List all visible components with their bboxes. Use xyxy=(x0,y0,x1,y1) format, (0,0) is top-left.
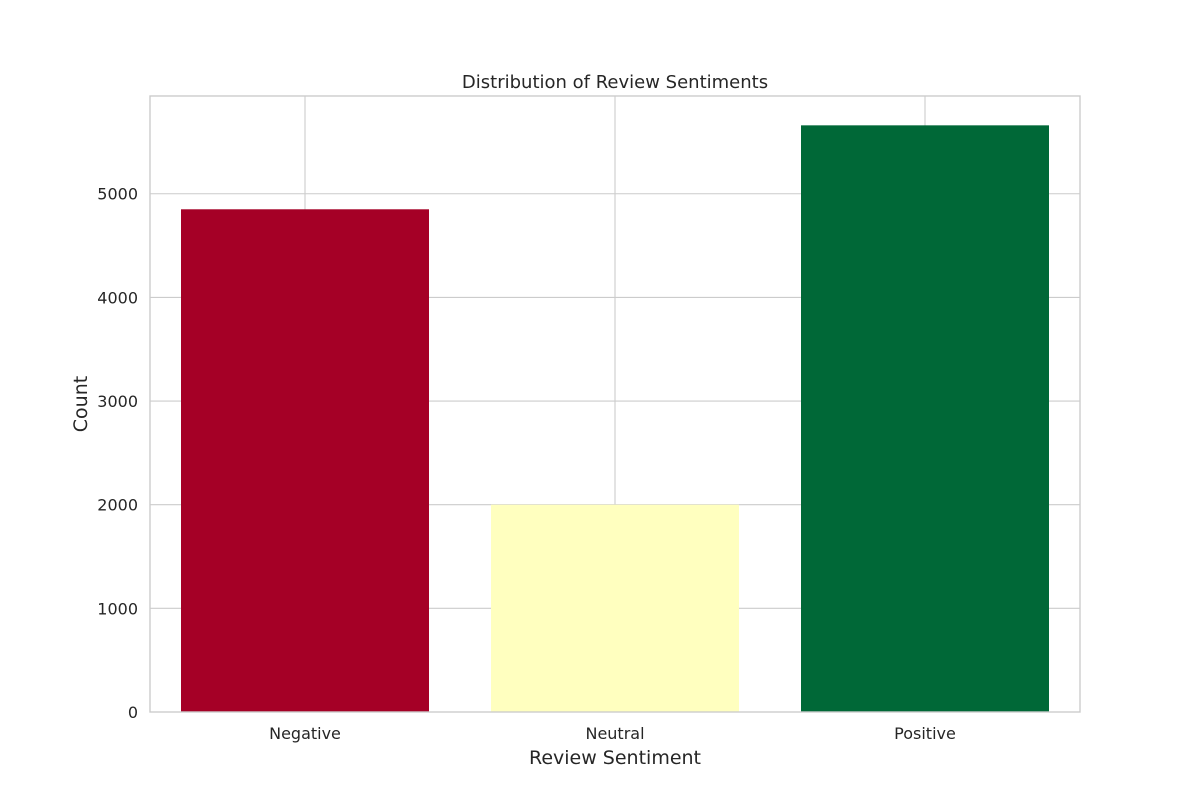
y-axis-label: Count xyxy=(70,376,92,432)
y-tick-label: 5000 xyxy=(97,185,138,204)
bar-negative xyxy=(181,209,429,712)
x-tick-label: Neutral xyxy=(585,724,644,743)
y-tick-label: 4000 xyxy=(97,288,138,307)
x-tick-label: Positive xyxy=(894,724,956,743)
y-tick-label: 3000 xyxy=(97,392,138,411)
x-tick-label: Negative xyxy=(269,724,341,743)
bar-neutral xyxy=(491,504,739,712)
chart-title: Distribution of Review Sentiments xyxy=(462,72,768,93)
bar-layer xyxy=(181,125,1049,713)
x-axis-label: Review Sentiment xyxy=(529,747,701,769)
tick-layer: 0 1000 2000 3000 4000 5000 Negative Neutral Posi… xyxy=(97,185,956,743)
y-tick-label: 0 xyxy=(128,703,138,722)
y-tick-label: 1000 xyxy=(97,599,138,618)
plot-frame xyxy=(149,95,1081,713)
bar-positive xyxy=(801,125,1049,713)
y-tick-label: 2000 xyxy=(97,496,138,515)
